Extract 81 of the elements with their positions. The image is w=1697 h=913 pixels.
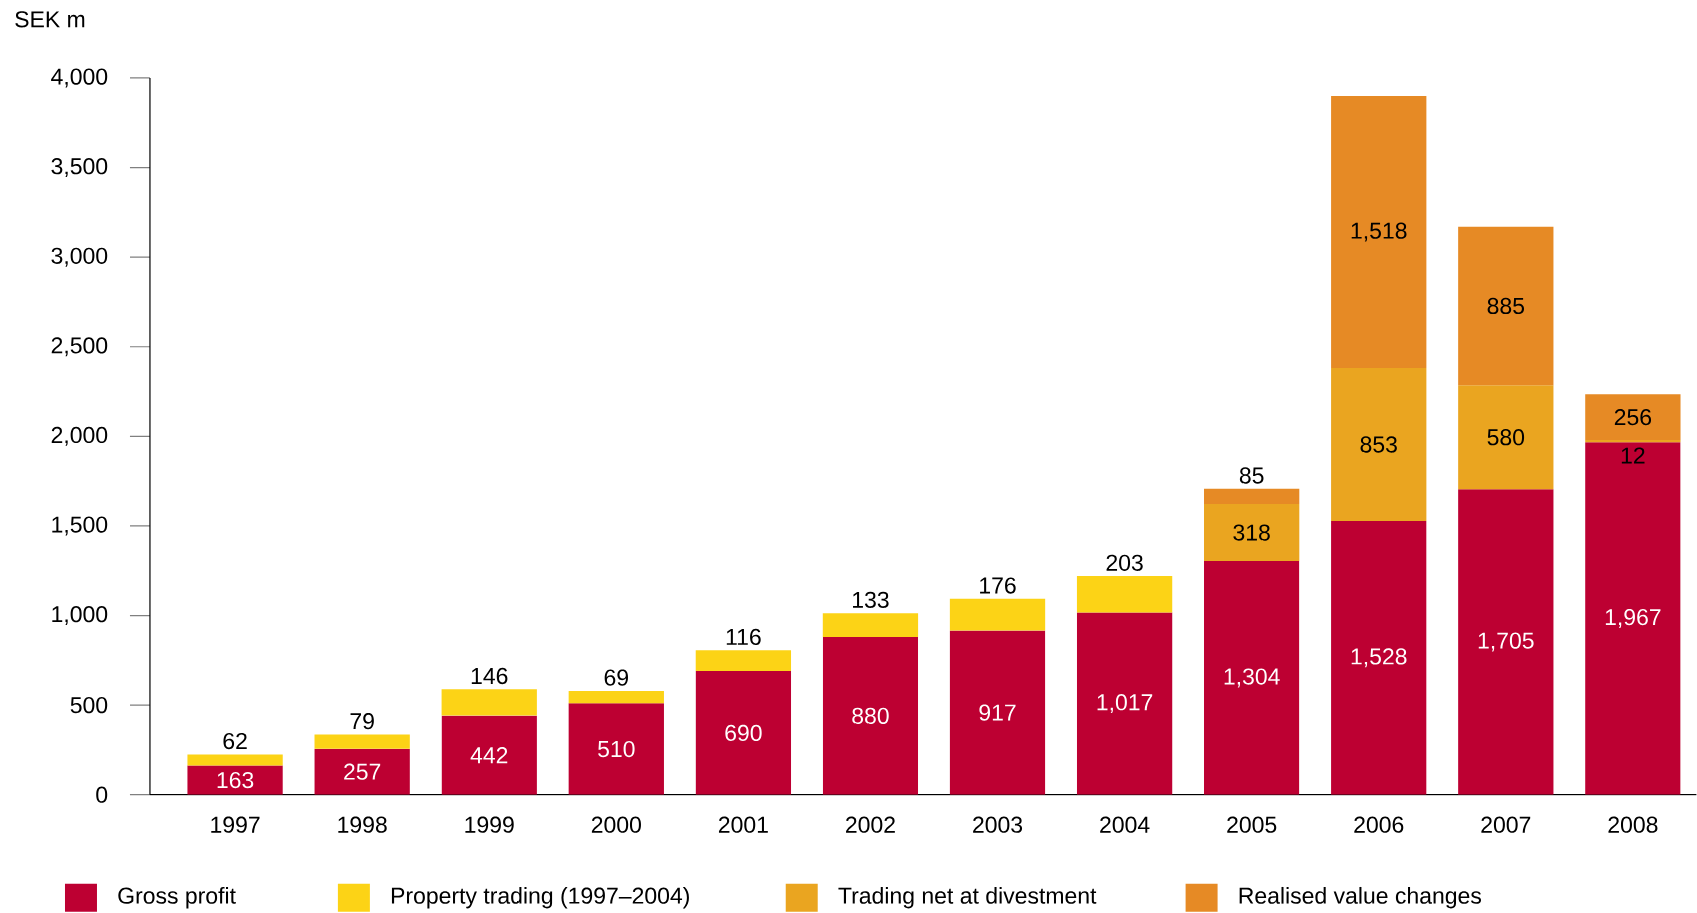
data-label: 163 (217, 772, 254, 789)
bar (1331, 368, 1427, 522)
data-label: 690 (725, 724, 762, 742)
data-label: 1,705 (1478, 632, 1534, 652)
x-tick-label: 2005 (1227, 816, 1277, 833)
bar (1204, 561, 1300, 795)
data-label: 133 (853, 591, 889, 609)
legend-label: Property trading (1997–2004) (391, 887, 689, 909)
bar (822, 613, 919, 638)
bar (695, 671, 792, 795)
bar (1458, 226, 1554, 386)
data-label: 853 (1360, 436, 1397, 453)
data-label: 203 (1106, 554, 1143, 572)
y-tick-label: 500 (70, 697, 108, 714)
data-label: 257 (344, 763, 381, 780)
data-label: 1,518 (1351, 222, 1407, 242)
bar (187, 754, 283, 766)
bar (949, 630, 1046, 795)
y-tick-label: 3,500 (51, 158, 108, 178)
bar (1458, 385, 1554, 490)
y-axis-title: SEK m (15, 11, 85, 28)
data-label: 12 (1621, 447, 1645, 464)
y-tick-label: 2,500 (51, 337, 108, 357)
x-tick-label: 2006 (1354, 816, 1404, 833)
x-tick-label: 1999 (465, 816, 514, 833)
bar (568, 691, 664, 704)
y-tick-label: 1,500 (52, 516, 108, 536)
bar (1331, 521, 1427, 795)
x-tick-label: 2001 (718, 816, 768, 833)
bar (1458, 489, 1554, 795)
data-label: 442 (470, 747, 508, 764)
data-label: 580 (1487, 429, 1525, 446)
bar (949, 599, 1046, 631)
x-tick-label: 2007 (1481, 816, 1531, 833)
legend-label: Gross profit (118, 887, 236, 909)
y-tick-label: 3,000 (51, 247, 108, 267)
bar (695, 650, 792, 672)
data-label: 69 (604, 669, 628, 686)
legend-label: Trading net at divestment (838, 887, 1097, 909)
data-label: 1,967 (1605, 609, 1661, 629)
data-label: 176 (980, 577, 1016, 594)
x-tick-label: 1998 (338, 816, 387, 833)
data-label: 318 (1233, 524, 1270, 541)
bar (314, 748, 410, 795)
legend-label: Realised value changes (1239, 887, 1481, 909)
data-label: 917 (979, 704, 1016, 721)
data-label: 146 (471, 668, 508, 685)
bar (1331, 96, 1427, 369)
x-tick-label: 2008 (1608, 816, 1658, 833)
x-tick-label: 2004 (1100, 816, 1150, 833)
bar (1585, 442, 1681, 795)
bar (1204, 489, 1300, 505)
data-label: 1,528 (1351, 648, 1407, 668)
x-tick-label: 2003 (973, 816, 1023, 833)
data-label: 880 (852, 707, 889, 725)
y-tick-label: 4,000 (51, 68, 108, 88)
y-tick-label: 2,000 (51, 427, 108, 446)
bar (314, 734, 410, 749)
bar (441, 689, 537, 716)
data-label: 116 (726, 628, 761, 646)
bar (441, 715, 537, 795)
data-label: 1,304 (1224, 668, 1280, 688)
bar (1585, 440, 1681, 443)
bar (822, 637, 919, 795)
data-label: 79 (350, 713, 374, 730)
bar (1204, 504, 1300, 562)
y-tick-label: 0 (96, 786, 108, 803)
x-tick-label: 1997 (211, 816, 260, 833)
x-tick-label: 2000 (591, 816, 641, 833)
data-label: 885 (1487, 298, 1525, 315)
bar (1076, 576, 1173, 613)
data-label: 510 (598, 741, 635, 758)
bar (1585, 394, 1681, 441)
data-label: 85 (1239, 467, 1264, 484)
data-label: 256 (1614, 409, 1652, 426)
data-label: 1,017 (1097, 694, 1153, 714)
data-label: 62 (223, 733, 247, 750)
bar (568, 703, 664, 795)
y-tick-label: 1,000 (52, 606, 108, 626)
bar (1076, 612, 1173, 795)
x-tick-label: 2002 (846, 816, 895, 833)
